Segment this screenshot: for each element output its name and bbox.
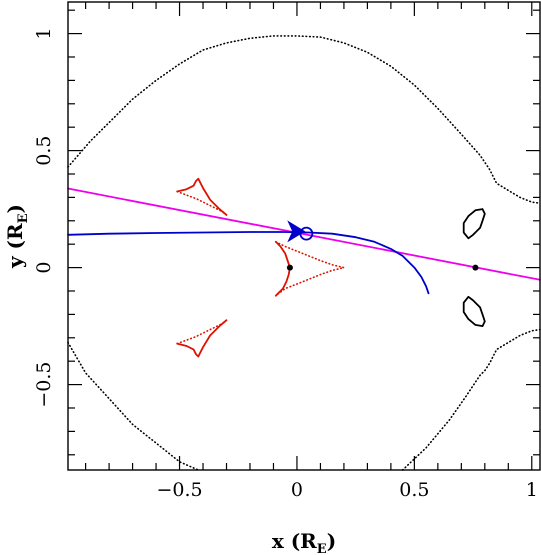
x-tick-label: 0.5 bbox=[399, 479, 429, 501]
curve-10 bbox=[274, 240, 291, 297]
curve-8 bbox=[176, 319, 228, 358]
plot-markers bbox=[286, 220, 479, 271]
x-tick-label: −0.5 bbox=[156, 479, 202, 501]
lens-dot-1 bbox=[286, 264, 293, 271]
curve-5 bbox=[462, 295, 486, 327]
plot-frame bbox=[67, 1, 541, 471]
x-axis-title-close: ) bbox=[327, 529, 336, 553]
curve-9 bbox=[176, 319, 228, 345]
x-tick-label: 0 bbox=[291, 479, 303, 501]
y-axis-title-main: y (R bbox=[3, 223, 27, 269]
curve-7 bbox=[176, 190, 228, 216]
y-tick-label: −0.5 bbox=[33, 362, 55, 408]
curve-1 bbox=[67, 35, 541, 204]
y-tick-label: 0.5 bbox=[33, 135, 55, 165]
curve-13 bbox=[67, 231, 430, 295]
x-tick-labels: −0.5 0 0.5 1 bbox=[156, 479, 537, 501]
curve-11 bbox=[275, 241, 345, 297]
y-tick-label: 1 bbox=[33, 28, 55, 40]
axis-ticks bbox=[68, 2, 540, 470]
y-axis-title-close: ) bbox=[3, 204, 27, 213]
x-axis-title-main: x (R bbox=[272, 529, 317, 553]
x-axis-title-sub: E bbox=[317, 542, 327, 555]
trajectory-arrow bbox=[287, 220, 306, 243]
y-tick-labels: −0.5 0 0.5 1 bbox=[33, 28, 55, 408]
y-axis-title-sub: E bbox=[16, 213, 31, 223]
curve-6 bbox=[176, 177, 228, 216]
y-axis-title: y (RE) bbox=[3, 204, 31, 269]
curve-12 bbox=[67, 187, 541, 281]
y-axis-title-group: y (RE) bbox=[3, 204, 31, 269]
curve-4 bbox=[462, 208, 486, 240]
y-tick-label: 0 bbox=[33, 262, 55, 274]
plot-curves bbox=[67, 35, 541, 471]
lens-dot-2 bbox=[472, 264, 479, 271]
x-axis-title: x (RE) bbox=[272, 529, 336, 555]
x-tick-label: 1 bbox=[526, 479, 538, 501]
curve-3 bbox=[401, 328, 541, 471]
curve-2 bbox=[67, 341, 200, 471]
